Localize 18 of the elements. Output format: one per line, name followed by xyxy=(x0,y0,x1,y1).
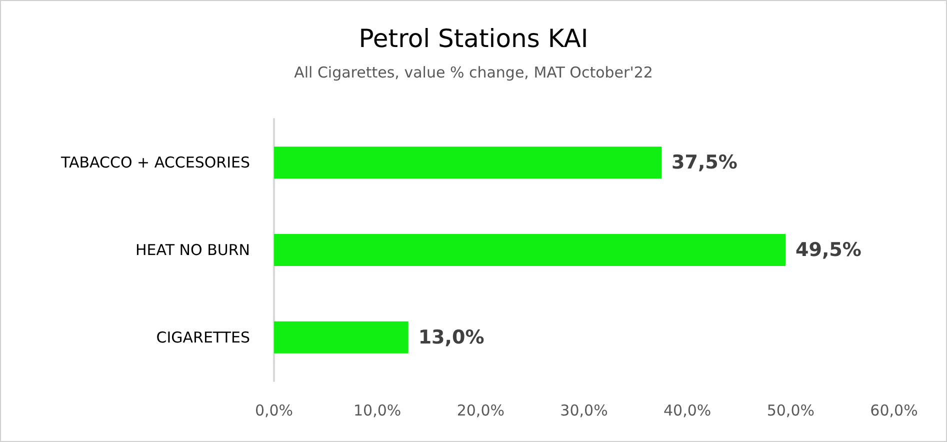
data-label: 37,5% xyxy=(672,152,738,174)
y-tick-label: CIGARETTES xyxy=(156,328,250,346)
y-tick-label: HEAT NO BURN xyxy=(136,241,250,259)
bar xyxy=(274,146,662,179)
bar xyxy=(274,234,786,266)
y-tick-label: TABACCO + ACCESORIES xyxy=(60,154,250,172)
bar xyxy=(274,321,408,354)
chart-subtitle: All Cigarettes, value % change, MAT October'22 xyxy=(294,64,653,82)
x-tick-label: 20,0% xyxy=(456,402,504,420)
chart-title: Petrol Stations KAI xyxy=(358,24,588,53)
x-tick-label: 10,0% xyxy=(354,402,402,420)
x-tick-label: 60,0% xyxy=(870,402,918,420)
data-label: 13,0% xyxy=(418,326,484,348)
x-tick-label: 40,0% xyxy=(664,402,712,420)
x-tick-label: 50,0% xyxy=(766,402,814,420)
x-tick-label: 30,0% xyxy=(560,402,608,420)
x-tick-label: 0,0% xyxy=(254,402,294,420)
data-label: 49,5% xyxy=(796,239,862,261)
